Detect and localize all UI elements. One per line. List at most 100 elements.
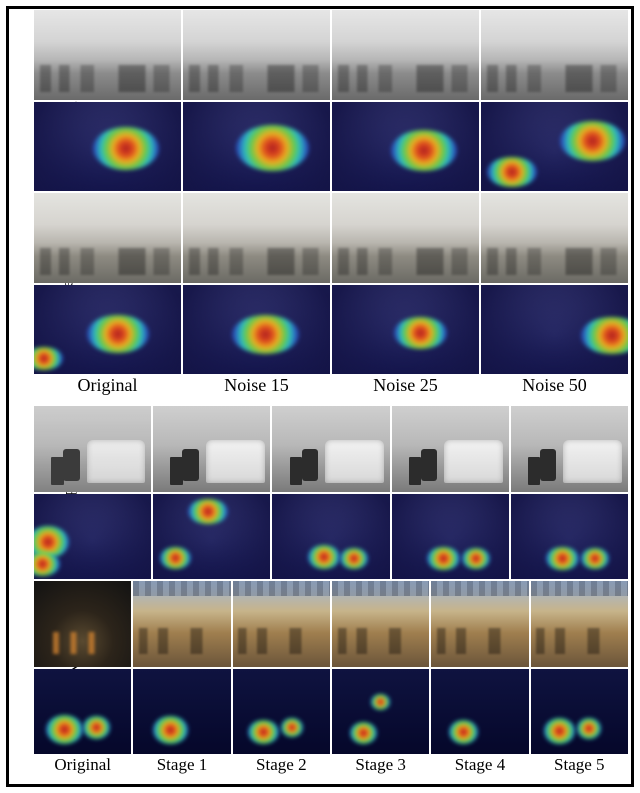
xlabel: Stage 3 [331,755,430,775]
grid-cell [232,668,331,756]
grid-cell [132,668,231,756]
grid-cell [33,405,152,493]
grid-cell [33,493,152,581]
grid-cell [510,405,629,493]
grid-cell [430,580,529,668]
xlabel: Stage 5 [530,755,629,775]
grid-cell [33,9,182,101]
heatmap-tile [431,669,528,755]
image-tile [183,10,330,100]
xlabel: Stage 4 [430,755,529,775]
heatmap-tile [332,102,479,192]
panel-weather-raingan: Weather-RainGAN [33,405,629,580]
image-tile [481,193,628,283]
heatmap-tile [392,494,509,580]
grid-cell [33,668,132,756]
xlabel: Original [33,755,132,775]
image-tile [332,193,479,283]
image-tile [481,10,628,100]
grid-cell [182,284,331,376]
heatmap-tile [183,285,330,375]
grid-cell [33,192,182,284]
panel-weather-nightgan: Weather-NightGAN [33,580,629,755]
heatmap-tile [153,494,270,580]
grid-cell [430,668,529,756]
grid-cell [271,405,390,493]
grid-cell [182,192,331,284]
heatmap-tile [34,669,131,755]
image-tile [34,406,151,492]
grid-cell [510,493,629,581]
grid-cell [530,580,629,668]
heatmap-tile [332,285,479,375]
grid-cell [331,192,480,284]
panel-restormer-colour: Restormer Colour [33,192,629,375]
heatmap-tile [34,494,151,580]
grid-cell [480,192,629,284]
grid-cell [331,284,480,376]
image-tile [392,406,509,492]
grid-cell [480,284,629,376]
panel-restormer-grayscale: Restormer Grayscale [33,9,629,192]
grid-cell [480,9,629,101]
heatmap-tile [183,102,330,192]
image-tile [133,581,230,667]
xlabel: Noise 15 [182,375,331,396]
heatmap-tile [511,494,628,580]
heatmap-tile [481,285,628,375]
image-tile [272,406,389,492]
image-tile [34,10,181,100]
grid-cell [33,101,182,193]
grid-cell [391,493,510,581]
image-tile [233,581,330,667]
image-tile [332,10,479,100]
heatmap-tile [133,669,230,755]
grid-cell [152,493,271,581]
grid-cell [331,9,480,101]
image-tile [531,581,628,667]
image-tile [34,193,181,283]
grid-cell [132,580,231,668]
row-heatmap [33,668,629,756]
xlabel: Noise 25 [331,375,480,396]
row-processed [33,580,629,668]
heatmap-tile [481,102,628,192]
row-processed [33,9,629,101]
row-heatmap [33,101,629,193]
image-tile [431,581,528,667]
image-tile [153,406,270,492]
heatmap-tile [34,285,181,375]
heatmap-tile [233,669,330,755]
row-processed [33,405,629,493]
grid-cell [331,101,480,193]
xlabel: Stage 2 [232,755,331,775]
grid-cell [391,405,510,493]
row-heatmap [33,284,629,376]
heatmap-tile [332,669,429,755]
grid-cell [232,580,331,668]
xlabel: Original [33,375,182,396]
grid-cell [33,580,132,668]
grid-cell [33,284,182,376]
grid-cell [271,493,390,581]
row-processed [33,192,629,284]
grid-cell [331,580,430,668]
row-heatmap [33,493,629,581]
grid-cell [182,101,331,193]
heatmap-tile [531,669,628,755]
grid-cell [331,668,430,756]
grid-cell [182,9,331,101]
heatmap-tile [272,494,389,580]
grid-cell [480,101,629,193]
image-tile [183,193,330,283]
image-tile [511,406,628,492]
xaxis-top: Original Noise 15 Noise 25 Noise 50 [33,375,629,396]
heatmap-tile [34,102,181,192]
xlabel: Noise 50 [480,375,629,396]
grid-cell [152,405,271,493]
image-tile [34,581,131,667]
image-tile [332,581,429,667]
grid-cell [530,668,629,756]
figure-frame: Restormer Grayscale Restormer Colour [6,6,634,787]
xaxis-bottom: Original Stage 1 Stage 2 Stage 3 Stage 4… [33,755,629,775]
